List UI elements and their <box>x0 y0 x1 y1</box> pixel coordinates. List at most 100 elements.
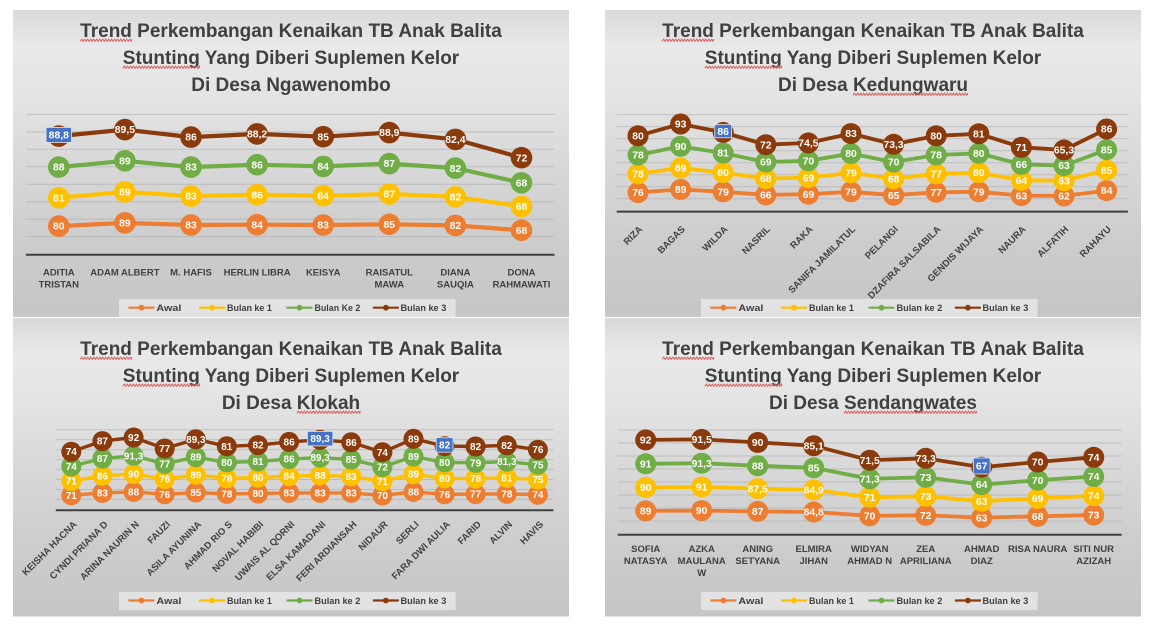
svg-text:86: 86 <box>251 190 263 201</box>
svg-text:71: 71 <box>66 477 78 488</box>
svg-text:78: 78 <box>470 474 482 485</box>
svg-text:Bulan ke 3: Bulan ke 3 <box>401 303 447 314</box>
svg-text:76: 76 <box>159 475 171 486</box>
svg-text:64: 64 <box>1016 176 1028 187</box>
svg-text:Bulan ke 3: Bulan ke 3 <box>401 596 447 607</box>
svg-text:Stunting Yang Diberi Suplemen: Stunting Yang Diberi Suplemen Kelor <box>123 48 460 69</box>
svg-text:AZIZAH: AZIZAH <box>1076 556 1111 567</box>
svg-text:Awal: Awal <box>738 303 763 314</box>
svg-text:83: 83 <box>185 192 197 203</box>
svg-text:72: 72 <box>516 153 528 164</box>
svg-text:Bulan ke 2: Bulan ke 2 <box>897 596 943 607</box>
svg-text:62: 62 <box>1058 192 1070 203</box>
svg-text:80: 80 <box>439 458 451 469</box>
svg-text:68: 68 <box>516 226 528 237</box>
svg-text:86: 86 <box>97 471 109 482</box>
svg-text:89: 89 <box>408 452 420 463</box>
svg-text:74: 74 <box>377 448 389 459</box>
svg-text:86: 86 <box>284 437 296 448</box>
svg-text:84: 84 <box>317 191 329 202</box>
svg-text:DIANA: DIANA <box>440 268 470 279</box>
svg-text:Bulan Ke 2: Bulan Ke 2 <box>315 303 361 314</box>
svg-text:78: 78 <box>221 474 233 485</box>
svg-text:89,3: 89,3 <box>310 434 330 445</box>
svg-text:69: 69 <box>803 190 815 201</box>
svg-text:DONA: DONA <box>508 268 536 279</box>
svg-text:70: 70 <box>888 158 900 169</box>
svg-text:HERLIN LIBRA: HERLIN LIBRA <box>224 268 291 279</box>
svg-text:ADITIA: ADITIA <box>43 268 75 279</box>
svg-text:91: 91 <box>696 483 708 494</box>
svg-text:Trend Perkembangan Kenaikan TB: Trend Perkembangan Kenaikan TB Anak Bali… <box>662 21 1084 42</box>
svg-text:80: 80 <box>845 149 857 160</box>
svg-text:85: 85 <box>317 132 329 143</box>
svg-text:80: 80 <box>973 168 985 179</box>
svg-text:71: 71 <box>1016 143 1028 154</box>
svg-text:82: 82 <box>470 442 482 453</box>
svg-text:88: 88 <box>752 461 764 472</box>
svg-text:RISA NAURA: RISA NAURA <box>1008 544 1067 555</box>
svg-text:SITI NUR: SITI NUR <box>1073 544 1114 555</box>
svg-text:Di Desa Kedungwaru: Di Desa Kedungwaru <box>778 75 968 96</box>
svg-text:63: 63 <box>1016 191 1028 202</box>
svg-text:63: 63 <box>1058 161 1070 172</box>
svg-text:78: 78 <box>221 489 233 500</box>
svg-text:75: 75 <box>532 460 544 471</box>
svg-text:77: 77 <box>930 169 942 180</box>
svg-text:Di Desa Klokah: Di Desa Klokah <box>222 393 360 414</box>
svg-text:92: 92 <box>640 436 652 447</box>
svg-text:65,3: 65,3 <box>1054 146 1074 157</box>
svg-text:79: 79 <box>717 187 729 198</box>
svg-text:RAISATUL: RAISATUL <box>366 268 414 279</box>
svg-text:88: 88 <box>128 487 140 498</box>
svg-text:84: 84 <box>317 162 329 173</box>
svg-text:89,3: 89,3 <box>186 435 206 446</box>
svg-text:81: 81 <box>717 149 729 160</box>
svg-text:Stunting Yang Diberi Suplemen: Stunting Yang Diberi Suplemen Kelor <box>705 366 1042 387</box>
svg-text:71,5: 71,5 <box>860 456 880 467</box>
svg-text:83: 83 <box>346 488 358 499</box>
svg-text:89,3: 89,3 <box>310 453 330 464</box>
svg-text:86: 86 <box>185 133 197 144</box>
svg-text:78: 78 <box>930 151 942 162</box>
svg-text:74: 74 <box>66 447 78 458</box>
svg-text:86: 86 <box>251 160 263 171</box>
svg-text:82,4: 82,4 <box>445 135 465 146</box>
svg-text:84,8: 84,8 <box>804 508 824 519</box>
svg-text:67: 67 <box>976 462 988 473</box>
svg-text:Bulan ke 1: Bulan ke 1 <box>809 303 855 314</box>
svg-text:80: 80 <box>221 458 233 469</box>
svg-text:Bulan ke 3: Bulan ke 3 <box>983 303 1029 314</box>
svg-text:79: 79 <box>470 458 482 469</box>
svg-text:NATASYA: NATASYA <box>624 556 668 567</box>
svg-text:78: 78 <box>632 151 644 162</box>
svg-text:71: 71 <box>66 491 78 502</box>
svg-text:85: 85 <box>384 220 396 231</box>
svg-text:81,3: 81,3 <box>497 457 517 468</box>
svg-text:75: 75 <box>532 475 544 486</box>
svg-text:W: W <box>697 568 706 579</box>
svg-text:74,5: 74,5 <box>798 139 818 150</box>
svg-text:83: 83 <box>317 221 329 232</box>
svg-text:74: 74 <box>1088 491 1100 502</box>
svg-text:82: 82 <box>450 192 462 203</box>
svg-text:78: 78 <box>501 489 513 500</box>
svg-text:87: 87 <box>752 507 764 518</box>
svg-text:73: 73 <box>1088 511 1100 522</box>
svg-text:80: 80 <box>632 131 644 142</box>
svg-text:89: 89 <box>408 434 420 445</box>
svg-text:82: 82 <box>439 440 451 451</box>
svg-text:86: 86 <box>284 455 296 466</box>
svg-text:91,3: 91,3 <box>124 451 144 462</box>
svg-text:76: 76 <box>439 490 451 501</box>
svg-text:85: 85 <box>808 463 820 474</box>
svg-text:82: 82 <box>252 441 264 452</box>
svg-text:80: 80 <box>53 222 65 233</box>
svg-text:Bulan ke 2: Bulan ke 2 <box>315 596 361 607</box>
svg-text:84,9: 84,9 <box>804 486 824 497</box>
svg-text:72: 72 <box>920 511 932 522</box>
svg-text:Bulan ke 3: Bulan ke 3 <box>983 596 1029 607</box>
svg-text:80: 80 <box>252 473 264 484</box>
svg-text:68: 68 <box>1032 512 1044 523</box>
svg-text:85,1: 85,1 <box>804 441 824 452</box>
